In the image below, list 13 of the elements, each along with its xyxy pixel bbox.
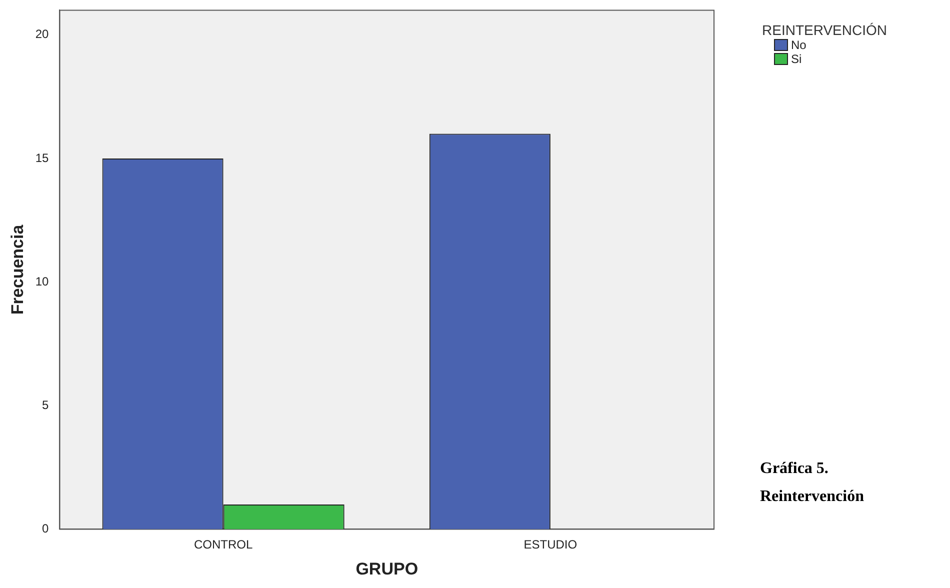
y-axis-title: Frecuencia: [8, 224, 27, 315]
legend-label: No: [791, 38, 806, 52]
y-tick-label: 15: [35, 150, 50, 165]
y-tick-label: 20: [35, 27, 50, 42]
legend-label: Si: [791, 52, 802, 66]
x-tick-label: CONTROL: [194, 538, 253, 552]
y-tick-label: 10: [35, 274, 50, 288]
y-tick-label: 5: [42, 398, 50, 412]
text: Gráfica 5. Reintervención: [760, 459, 865, 507]
x-axis-title: GRUPO: [356, 559, 418, 578]
y-tick-label: 0: [42, 522, 50, 536]
legend-title: REINTERVENCIÓN: [762, 22, 887, 38]
x-tick-label: ESTUDIO: [524, 538, 578, 552]
